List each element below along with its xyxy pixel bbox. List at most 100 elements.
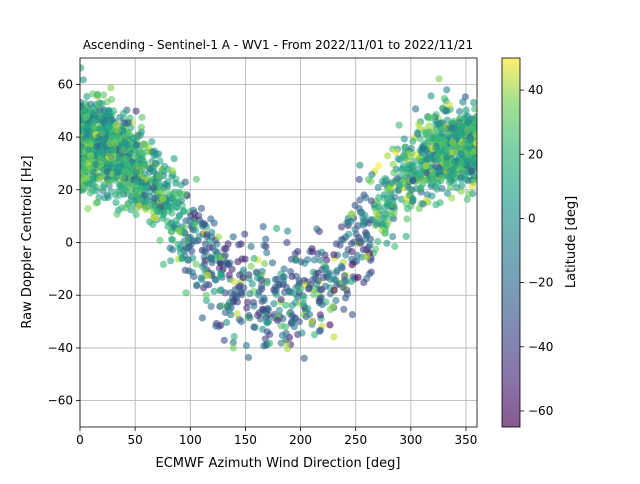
scatter-point <box>364 176 373 184</box>
scatter-point <box>298 329 306 337</box>
x-tick-label: 150 <box>234 433 257 447</box>
scatter-point <box>150 184 158 192</box>
scatter-point <box>419 144 428 152</box>
colorbar-tick-label: −40 <box>528 340 553 354</box>
scatter-point <box>216 272 224 280</box>
scatter-point <box>347 210 355 218</box>
scatter-point <box>342 233 350 241</box>
scatter-point <box>101 194 109 202</box>
scatter-point <box>132 178 140 186</box>
scatter-point <box>235 271 244 279</box>
scatter-point <box>438 125 446 133</box>
scatter-point <box>93 142 101 151</box>
grid-lines <box>79 58 477 427</box>
scatter-point <box>113 210 121 218</box>
scatter-point <box>270 300 278 308</box>
scatter-point <box>275 306 283 314</box>
scatter-point <box>451 141 459 149</box>
scatter-point <box>234 258 242 266</box>
scatter-point <box>189 237 197 245</box>
scatter-point <box>360 278 368 286</box>
scatter-point <box>395 182 403 190</box>
scatter-point <box>363 253 371 261</box>
scatter-point <box>463 195 471 203</box>
y-tick-label: −60 <box>48 394 73 408</box>
scatter-point <box>403 215 411 223</box>
scatter-point <box>464 177 472 185</box>
scatter-point <box>133 162 141 170</box>
scatter-point <box>87 151 95 159</box>
scatter-point <box>197 204 206 212</box>
y-tick-label: 20 <box>58 183 73 197</box>
scatter-point <box>472 155 477 163</box>
scatter-point <box>112 162 120 171</box>
scatter-point <box>316 286 324 294</box>
scatter-point <box>288 312 296 320</box>
scatter-point <box>250 302 258 310</box>
scatter-point <box>193 282 201 290</box>
scatter-point <box>150 152 158 160</box>
scatter-point <box>223 318 231 327</box>
scatter-point <box>214 252 222 260</box>
scatter-point <box>303 256 312 264</box>
scatter-point <box>151 214 160 222</box>
scatter-point <box>181 178 189 186</box>
scatter-point <box>108 133 116 141</box>
scatter-point <box>314 269 322 277</box>
scatter-point <box>330 286 338 294</box>
scatter-point <box>256 274 264 282</box>
scatter-point <box>230 333 238 341</box>
scatter-point <box>450 148 458 156</box>
scatter-point <box>322 265 330 273</box>
scatter-point <box>106 139 114 148</box>
scatter-point <box>111 191 120 199</box>
scatter-point <box>355 239 364 247</box>
scatter-point <box>358 253 366 261</box>
scatter-point <box>427 92 435 100</box>
scatter-point <box>191 218 199 226</box>
scatter-point <box>400 135 408 143</box>
scatter-point <box>342 277 350 285</box>
scatter-point <box>340 272 349 280</box>
colorbar-tick-label: −20 <box>528 276 553 290</box>
scatter-point <box>399 165 407 173</box>
scatter-point <box>237 318 245 326</box>
scatter-point <box>122 167 130 175</box>
scatter-point <box>432 201 440 209</box>
scatter-point <box>268 259 277 267</box>
scatter-point <box>241 230 249 238</box>
scatter-point <box>434 155 443 163</box>
scatter-point <box>164 222 172 231</box>
scatter-point <box>427 177 436 185</box>
scatter-point <box>469 125 477 133</box>
scatter-point <box>167 257 175 265</box>
scatter-point <box>225 271 233 279</box>
scatter-point <box>80 182 84 190</box>
scatter-point <box>434 179 442 187</box>
scatter-point <box>80 103 84 111</box>
scatter-point <box>424 138 432 146</box>
scatter-point <box>94 198 102 206</box>
scatter-point <box>295 318 303 326</box>
scatter-point <box>182 289 190 297</box>
scatter-point <box>390 169 398 177</box>
x-tick-label: 50 <box>127 433 142 447</box>
scatter-point <box>226 298 234 306</box>
scatter-point <box>202 281 210 289</box>
colorbar-tick-label: 40 <box>528 83 543 97</box>
scatter-point <box>140 158 148 166</box>
scatter-point <box>260 241 268 249</box>
colorbar-label: Latitude [deg] <box>564 196 579 288</box>
scatter-point <box>124 141 132 149</box>
scatter-point <box>348 261 356 269</box>
scatter-point <box>132 141 141 149</box>
scatter-point <box>409 177 417 185</box>
scatter-point <box>255 288 263 296</box>
scatter-point <box>247 262 255 270</box>
scatter-point <box>258 282 266 290</box>
scatter-point <box>316 326 324 334</box>
scatter-point <box>114 154 122 162</box>
scatter-point <box>119 173 127 181</box>
scatter-point <box>263 318 271 326</box>
scatter-point <box>448 194 456 202</box>
